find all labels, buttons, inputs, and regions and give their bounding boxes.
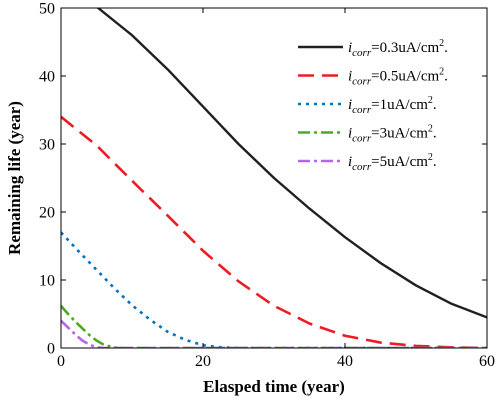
series-line-4 <box>61 304 487 348</box>
legend-label-symbol: i <box>348 154 352 170</box>
series-line-2 <box>61 115 487 348</box>
legend-label-value: =0.3uA/cm <box>371 40 439 56</box>
series-line-1 <box>96 8 487 319</box>
legend-label: icorr=3uA/cm2. <box>348 124 437 145</box>
legend-label-sup: 2 <box>428 124 433 135</box>
x-axis-title: Elasped time (year) <box>203 377 345 396</box>
legend-label-sub: corr <box>352 76 372 88</box>
legend-label-tail: . <box>433 126 437 142</box>
legend-label-tail: . <box>433 154 437 170</box>
legend-label: icorr=0.5uA/cm2. <box>348 67 448 88</box>
legend: icorr=0.3uA/cm2.icorr=0.5uA/cm2.icorr=1u… <box>298 38 448 173</box>
legend-label-tail: . <box>444 40 448 56</box>
legend-item: icorr=5uA/cm2. <box>298 152 437 173</box>
legend-label-sup: 2 <box>439 67 444 78</box>
legend-label-sub: corr <box>352 104 372 116</box>
plot-frame <box>60 7 488 349</box>
legend-item: icorr=0.5uA/cm2. <box>298 67 448 88</box>
legend-label-sup: 2 <box>428 95 433 106</box>
y-tick-label: 20 <box>39 205 55 222</box>
legend-label-tail: . <box>433 97 437 113</box>
legend-item: icorr=3uA/cm2. <box>298 124 437 145</box>
legend-label-symbol: i <box>348 126 352 142</box>
legend-label-tail: . <box>444 69 448 85</box>
x-tick-label: 40 <box>337 353 353 370</box>
y-axis-title: Remaining life (year) <box>5 101 24 255</box>
series-line-5 <box>61 319 487 348</box>
x-tick-label: 20 <box>195 353 211 370</box>
legend-label-value: =5uA/cm <box>371 154 428 170</box>
legend-label: icorr=0.3uA/cm2. <box>348 38 448 59</box>
y-tick-label: 50 <box>39 1 55 18</box>
y-tick-label: 30 <box>39 137 55 154</box>
legend-label: icorr=1uA/cm2. <box>348 95 437 116</box>
y-tick-label: 0 <box>47 341 55 358</box>
y-tick-label: 40 <box>39 69 55 86</box>
legend-label-sub: corr <box>352 161 372 173</box>
legend-label-value: =1uA/cm <box>371 97 428 113</box>
x-tick-label: 60 <box>479 353 495 370</box>
legend-label: icorr=5uA/cm2. <box>348 152 437 173</box>
legend-label-value: =3uA/cm <box>371 126 428 142</box>
y-tick-label: 10 <box>39 273 55 290</box>
legend-item: icorr=1uA/cm2. <box>298 95 437 116</box>
x-tick-label: 0 <box>57 353 65 370</box>
legend-label-symbol: i <box>348 69 352 85</box>
legend-label-symbol: i <box>348 97 352 113</box>
legend-item: icorr=0.3uA/cm2. <box>298 38 448 59</box>
legend-label-sup: 2 <box>428 152 433 163</box>
legend-label-value: =0.5uA/cm <box>371 69 439 85</box>
legend-label-sub: corr <box>352 47 372 59</box>
legend-label-sup: 2 <box>439 38 444 49</box>
legend-label-sub: corr <box>352 133 372 145</box>
legend-label-symbol: i <box>348 40 352 56</box>
ticks-layer: 0 20 40 60 0 10 20 30 40 50 <box>39 1 495 371</box>
